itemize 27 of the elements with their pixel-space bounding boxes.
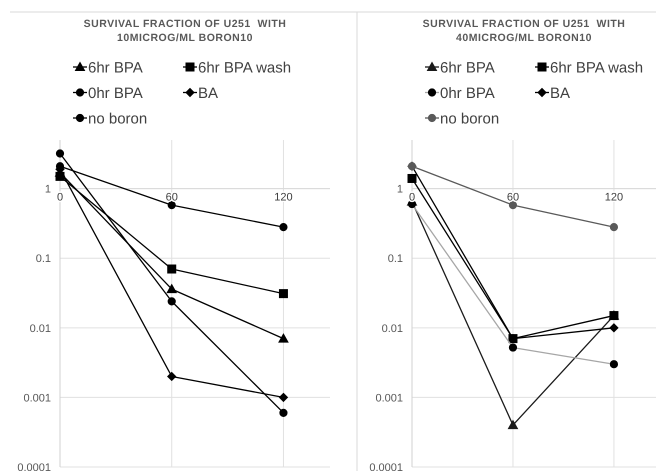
y-tick-label: 0.01 xyxy=(30,322,51,335)
y-tick-label: 0.001 xyxy=(375,392,403,404)
legend-label: 6hr BPA wash xyxy=(198,60,292,76)
legend-label: 0hr BPA xyxy=(440,85,495,102)
y-tick-label: 0.1 xyxy=(388,253,403,266)
legend-label: BA xyxy=(550,85,570,102)
legend-label: 6hr BPA wash xyxy=(550,60,644,76)
legend-label: no boron xyxy=(88,110,148,128)
x-tick-label: 60 xyxy=(506,192,520,204)
legend-label: no boron xyxy=(440,110,500,128)
y-tick-label: 0.001 xyxy=(23,392,51,404)
y-tick-label: 0.0001 xyxy=(17,462,51,471)
legend-label: 0hr BPA xyxy=(88,85,143,102)
x-tick-label: 120 xyxy=(274,192,293,204)
y-tick-label: 0.01 xyxy=(382,322,403,335)
chart-title: SURVIVAL FRACTION OF U251 WITH 10MICROG/ML BORON10 xyxy=(84,18,286,44)
x-tick-label: 0 xyxy=(56,192,64,204)
y-tick-label: 1 xyxy=(44,184,51,196)
x-tick-label: 120 xyxy=(604,192,624,204)
legend-label: 6hr BPA xyxy=(88,60,143,76)
y-tick-label: 0.1 xyxy=(36,253,51,266)
y-tick-label: 1 xyxy=(396,184,403,196)
y-tick-label: 0.0001 xyxy=(369,462,403,471)
legend-label: 6hr BPA xyxy=(440,60,495,76)
x-tick-label: 60 xyxy=(166,192,178,204)
legend-label: BA xyxy=(198,85,218,102)
chart-title: SURVIVAL FRACTION OF U251 WITH 40MICROG/ML BORON10 xyxy=(422,18,626,44)
